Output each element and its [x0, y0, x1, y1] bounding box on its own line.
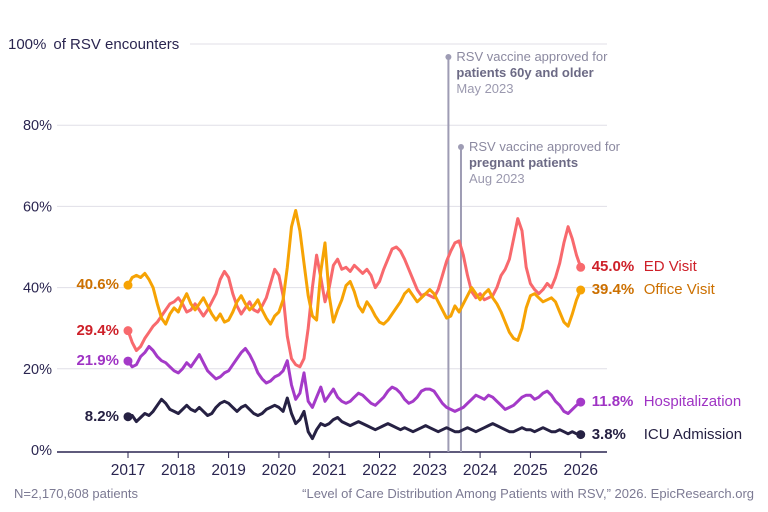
end-value-icu-admission: 3.8%	[591, 425, 626, 443]
end-value-ed-visit: 45.0%	[591, 258, 635, 276]
annotation-vaccine-60y: RSV vaccine approved for patients 60y an…	[456, 49, 607, 97]
annotation-vaccine-pregnant: RSV vaccine approved for pregnant patien…	[469, 139, 620, 187]
series-end-dot	[576, 285, 586, 295]
series-name-office-visit: Office Visit	[643, 281, 715, 299]
x-tick-label: 2019	[211, 462, 245, 479]
annotation-line3: May 2023	[456, 81, 514, 96]
annotation-line2: patients 60y and older	[456, 65, 594, 80]
end-value-office-visit: 39.4%	[591, 281, 635, 299]
x-tick-label: 2021	[312, 462, 346, 479]
series-name-ed-visit: ED Visit	[643, 258, 697, 276]
x-tick-label: 2022	[362, 462, 396, 479]
series-line-hospitalization	[126, 345, 583, 415]
annotation-line2: pregnant patients	[468, 155, 579, 170]
series-start-dot	[123, 280, 133, 290]
annotation-dot	[445, 54, 452, 60]
series-start-dot	[123, 412, 133, 422]
x-tick-label: 2020	[262, 462, 297, 479]
x-tick-label: 2026	[563, 462, 597, 479]
end-value-hospitalization: 11.8%	[591, 393, 634, 411]
x-tick-label: 2017	[111, 462, 145, 479]
start-value-hospitalization: 21.9%	[76, 352, 119, 370]
y-tick-label: 40%	[23, 281, 52, 297]
series-name-icu-admission: ICU Admission	[643, 425, 743, 443]
series-legend-icu-admission: 3.8% ICU Admission	[592, 424, 742, 446]
series-end-dot	[576, 397, 586, 407]
x-tick-label: 2018	[161, 462, 195, 479]
start-value-ed-visit: 29.4%	[76, 321, 119, 339]
y-axis-label: of RSV encounters	[53, 36, 180, 53]
y-tick-label: 60%	[23, 199, 52, 215]
x-tick-label: 2025	[513, 462, 547, 479]
start-value-icu-admission: 8.2%	[84, 407, 119, 425]
series-start-dot	[123, 356, 133, 366]
series-line-office-visit	[126, 209, 583, 342]
annotation-dot	[457, 144, 464, 150]
series-name-hospitalization: Hospitalization	[643, 393, 742, 411]
y-tick-label: 0%	[31, 443, 52, 459]
annotation-line1: RSV vaccine approved for	[468, 139, 621, 154]
y-tick-label: 20%	[23, 362, 52, 378]
series-start-dot	[123, 326, 133, 336]
series-legend-hospitalization: 11.8% Hospitalization	[592, 391, 742, 413]
series-line-icu-admission	[126, 396, 583, 441]
sample-size-note: N=2,170,608 patients	[14, 486, 138, 501]
annotation-line3: Aug 2023	[468, 171, 525, 186]
series-legend-ed-visit: 45.0% ED Visit	[592, 256, 697, 278]
series-end-dot	[576, 430, 586, 440]
start-value-office-visit: 40.6%	[76, 276, 119, 294]
series-end-dot	[576, 262, 586, 272]
series-legend-office-visit: 39.4% Office Visit	[592, 279, 715, 301]
source-citation: “Level of Care Distribution Among Patien…	[302, 486, 754, 501]
x-tick-label: 2024	[463, 462, 498, 479]
y-axis-title: 100% of RSV encounters	[8, 36, 179, 53]
series-line-ed-visit	[126, 217, 583, 369]
x-tick-label: 2023	[413, 462, 447, 479]
y-axis-top-tick: 100%	[8, 36, 47, 53]
annotation-line1: RSV vaccine approved for	[456, 49, 608, 64]
y-tick-label: 80%	[23, 118, 52, 134]
